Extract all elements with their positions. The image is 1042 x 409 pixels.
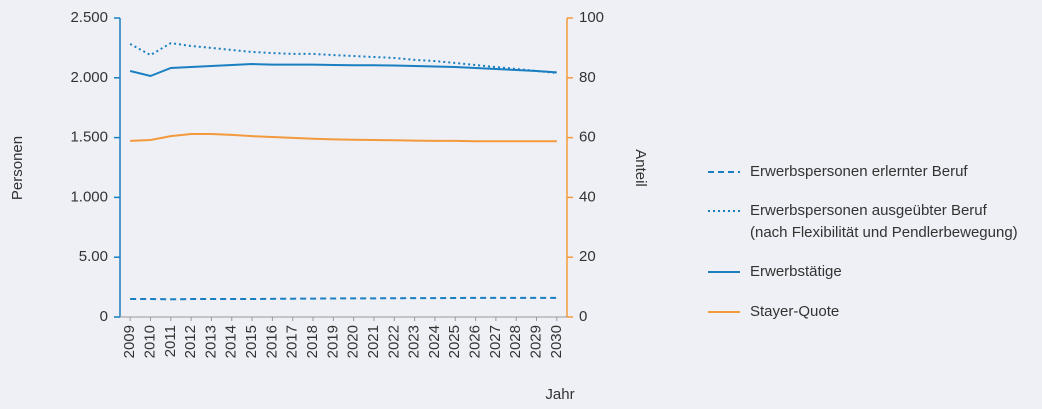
x-tick-label: 2016 bbox=[263, 325, 280, 358]
x-tick-label: 2023 bbox=[406, 325, 423, 358]
y2-tick-label: 60 bbox=[579, 129, 596, 146]
y-axis-label: Personen bbox=[9, 136, 26, 200]
legend-label: Stayer-Quote bbox=[750, 303, 840, 320]
legend-label: Erwerbstätige bbox=[750, 263, 842, 280]
y2-tick-label: 100 bbox=[579, 9, 604, 26]
series-line bbox=[129, 42, 557, 75]
x-tick-label: 2026 bbox=[467, 325, 484, 358]
y2-tick-label: 0 bbox=[579, 308, 587, 325]
y2-tick-label: 80 bbox=[579, 69, 596, 86]
y2-tick-label: 20 bbox=[579, 248, 596, 265]
legend-label: Erwerbspersonen ausgeübter Beruf (nach F… bbox=[750, 202, 1018, 241]
y-tick-label: 5.00 bbox=[79, 248, 108, 265]
series-line bbox=[129, 63, 557, 78]
x-tick-label: 2030 bbox=[548, 325, 565, 358]
x-axis-label: Jahr bbox=[545, 386, 574, 403]
x-tick-label: 2020 bbox=[345, 325, 362, 358]
x-tick-label: 2029 bbox=[527, 325, 544, 358]
y-tick-label: 2.500 bbox=[70, 9, 108, 26]
x-tick-label: 2022 bbox=[385, 325, 402, 358]
x-tick-label: 2019 bbox=[324, 325, 341, 358]
y-tick-label: 2.000 bbox=[70, 69, 108, 86]
y2-tick-label: 40 bbox=[579, 188, 596, 205]
x-tick-label: 2014 bbox=[223, 325, 240, 358]
legend-label: Erwerbspersonen erlernter Beruf bbox=[750, 163, 968, 180]
x-tick-label: 2012 bbox=[182, 325, 199, 358]
x-tick-label: 2013 bbox=[202, 325, 219, 358]
x-tick-label: 2011 bbox=[162, 325, 179, 357]
x-tick-label: 2028 bbox=[507, 325, 524, 358]
series-line bbox=[130, 133, 557, 143]
y-tick-label: 0 bbox=[100, 308, 108, 325]
x-tick-label: 2010 bbox=[141, 325, 158, 358]
y-tick-label: 1.000 bbox=[70, 188, 108, 205]
x-tick-label: 2017 bbox=[284, 325, 301, 358]
x-tick-label: 2009 bbox=[121, 325, 138, 358]
x-tick-label: 2025 bbox=[446, 325, 463, 358]
x-tick-label: 2018 bbox=[304, 325, 321, 358]
x-tick-label: 2015 bbox=[243, 325, 260, 358]
x-tick-label: 2021 bbox=[365, 325, 382, 358]
y-tick-label: 1.500 bbox=[70, 129, 108, 146]
y2-axis-label: Anteil bbox=[632, 149, 649, 187]
series-line bbox=[130, 296, 557, 301]
x-tick-label: 2024 bbox=[426, 325, 443, 358]
x-tick-label: 2027 bbox=[487, 325, 504, 358]
